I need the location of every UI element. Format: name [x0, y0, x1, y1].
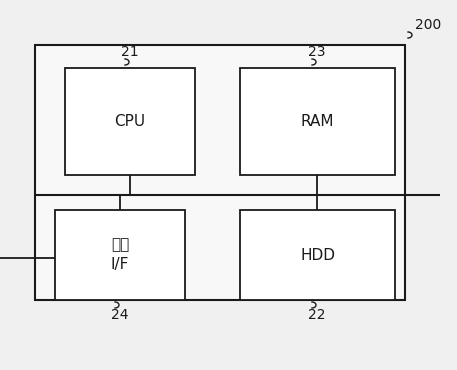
Text: RAM: RAM: [301, 114, 334, 129]
Text: 通信
I/F: 通信 I/F: [111, 238, 129, 272]
Text: 200: 200: [415, 18, 441, 32]
Bar: [55, 210, 185, 300]
Text: 22: 22: [308, 308, 326, 322]
Bar: [240, 68, 395, 175]
Bar: [35, 45, 405, 300]
Text: 24: 24: [111, 308, 129, 322]
Bar: [65, 68, 195, 175]
Text: HDD: HDD: [300, 248, 335, 262]
Text: CPU: CPU: [114, 114, 146, 129]
Text: 21: 21: [121, 45, 139, 59]
Text: 23: 23: [308, 45, 326, 59]
Bar: [240, 210, 395, 300]
